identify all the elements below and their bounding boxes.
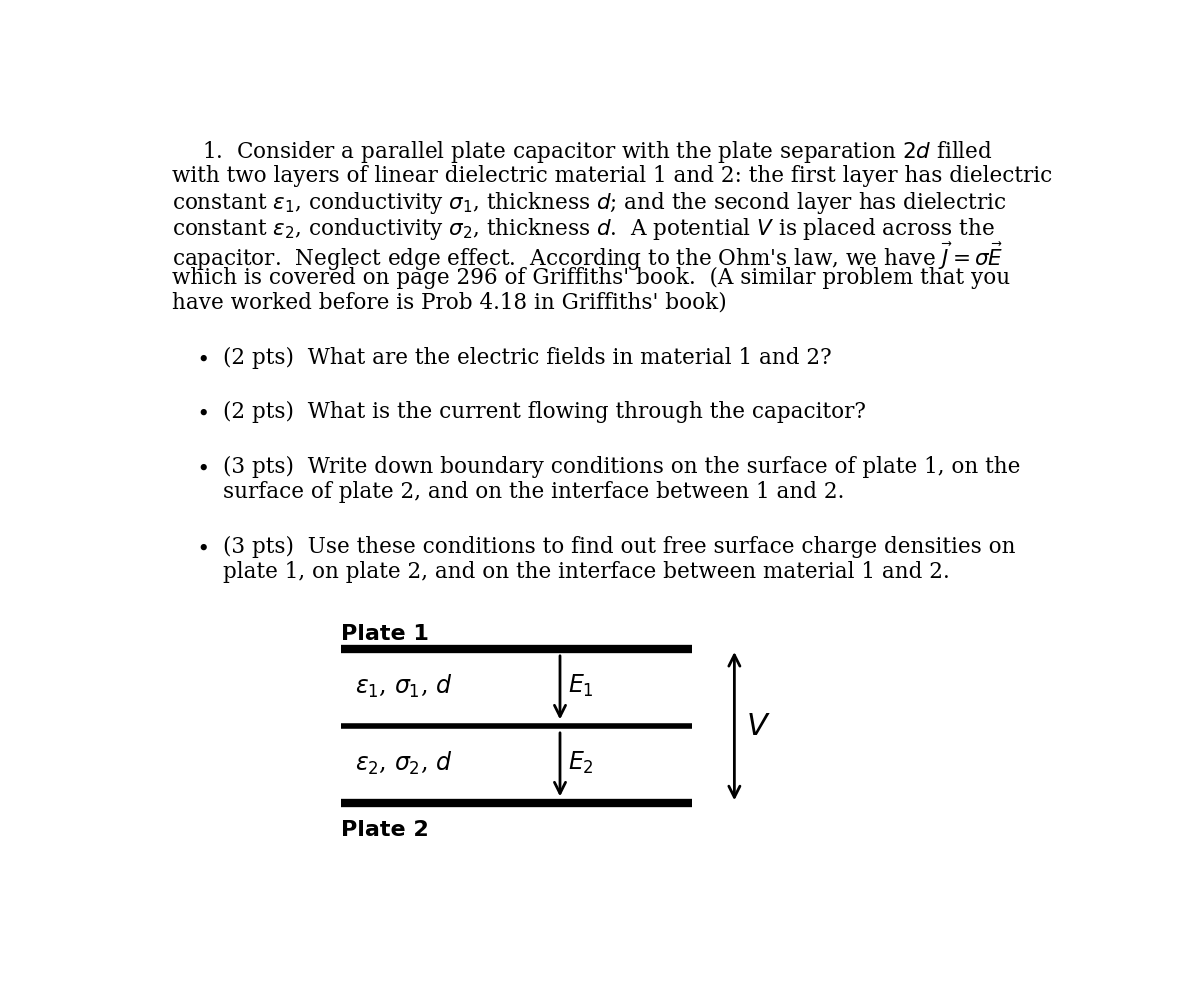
Text: Plate 1: Plate 1 — [341, 625, 430, 644]
Text: plate 1, on plate 2, and on the interface between material 1 and 2.: plate 1, on plate 2, and on the interfac… — [223, 562, 949, 583]
Text: $V$: $V$ — [746, 711, 770, 741]
Text: $E_1$: $E_1$ — [568, 673, 593, 699]
Text: $\bullet$: $\bullet$ — [196, 536, 208, 558]
Text: $\bullet$: $\bullet$ — [196, 347, 208, 368]
Text: $\varepsilon_1$, $\sigma_1$, $d$: $\varepsilon_1$, $\sigma_1$, $d$ — [356, 673, 453, 700]
Text: (2 pts)  What is the current flowing through the capacitor?: (2 pts) What is the current flowing thro… — [223, 402, 866, 423]
Text: capacitor.  Neglect edge effect.  According to the Ohm's law, we have $\vec{J} =: capacitor. Neglect edge effect. Accordin… — [172, 241, 1004, 273]
Text: constant $\epsilon_2$, conductivity $\sigma_2$, thickness $d$.  A potential $V$ : constant $\epsilon_2$, conductivity $\si… — [172, 216, 996, 242]
Text: (3 pts)  Use these conditions to find out free surface charge densities on: (3 pts) Use these conditions to find out… — [223, 536, 1015, 558]
Text: which is covered on page 296 of Griffiths' book.  (A similar problem that you: which is covered on page 296 of Griffith… — [172, 266, 1010, 289]
Text: (3 pts)  Write down boundary conditions on the surface of plate 1, on the: (3 pts) Write down boundary conditions o… — [223, 456, 1020, 478]
Text: constant $\epsilon_1$, conductivity $\sigma_1$, thickness $d$; and the second la: constant $\epsilon_1$, conductivity $\si… — [172, 191, 1007, 216]
Text: Plate 2: Plate 2 — [341, 820, 429, 840]
Text: $\bullet$: $\bullet$ — [196, 402, 208, 423]
Text: with two layers of linear dielectric material 1 and 2: the first layer has diele: with two layers of linear dielectric mat… — [172, 165, 1053, 187]
Text: (2 pts)  What are the electric fields in material 1 and 2?: (2 pts) What are the electric fields in … — [223, 347, 831, 368]
Text: $\bullet$: $\bullet$ — [196, 456, 208, 478]
Text: have worked before is Prob 4.18 in Griffiths' book): have worked before is Prob 4.18 in Griff… — [172, 292, 727, 314]
Text: $E_2$: $E_2$ — [568, 750, 593, 776]
Text: $\varepsilon_2$, $\sigma_2$, $d$: $\varepsilon_2$, $\sigma_2$, $d$ — [356, 749, 453, 777]
Text: surface of plate 2, and on the interface between 1 and 2.: surface of plate 2, and on the interface… — [223, 481, 844, 504]
Text: 1.  Consider a parallel plate capacitor with the plate separation $2d$ filled: 1. Consider a parallel plate capacitor w… — [202, 139, 992, 165]
